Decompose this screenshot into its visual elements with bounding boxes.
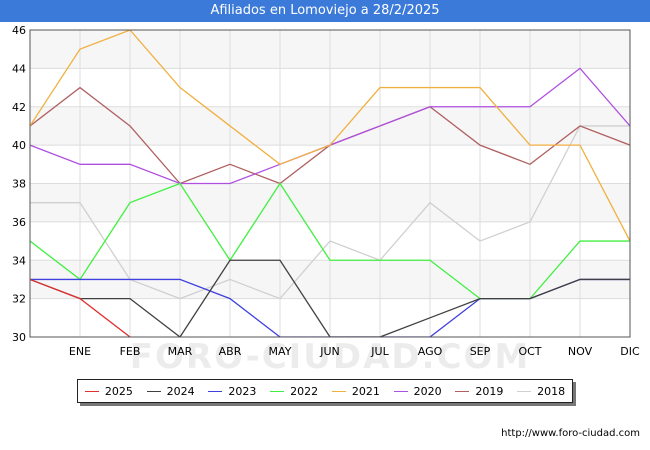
y-tick-label: 38 <box>12 178 26 191</box>
plot-border <box>29 29 631 338</box>
x-tick-label: SEP <box>470 345 491 358</box>
legend-swatch <box>455 390 470 392</box>
y-tick-label: 42 <box>12 101 26 114</box>
legend-label: 2018 <box>537 384 566 398</box>
legend-label: 2024 <box>166 384 195 398</box>
y-tick-label: 44 <box>12 62 26 75</box>
chart-title: Afiliados en Lomoviejo a 28/2/2025 <box>0 0 650 22</box>
x-tick-label: OCT <box>518 345 541 358</box>
legend-swatch <box>331 390 346 392</box>
legend-item-2024: 2024 <box>146 384 195 398</box>
legend-item-2025: 2025 <box>84 384 133 398</box>
legend-swatch <box>84 390 99 392</box>
y-tick-label: 36 <box>12 216 26 229</box>
y-axis-ticks: 30 32 34 36 38 40 42 44 46 <box>12 24 26 344</box>
x-tick-label: ABR <box>219 345 242 358</box>
legend-swatch <box>270 390 285 392</box>
legend-swatch <box>517 390 532 392</box>
x-tick-label: AGO <box>418 345 443 358</box>
legend-item-2020: 2020 <box>393 384 442 398</box>
legend-label: 2019 <box>475 384 504 398</box>
source-url: http://www.foro-ciudad.com <box>501 428 640 439</box>
series-lines <box>30 30 630 337</box>
legend-swatch <box>208 390 223 392</box>
series-line-2025 <box>30 278 131 337</box>
x-tick-label: MAR <box>168 345 193 358</box>
x-tick-label: NOV <box>568 345 593 358</box>
y-tick-label: 32 <box>12 293 26 306</box>
x-tick-label: DIC <box>620 345 640 358</box>
y-tick-label: 30 <box>12 331 26 344</box>
legend-item-2019: 2019 <box>455 385 503 398</box>
legend-label: 2021 <box>351 384 380 398</box>
legend-item-2022: 2022 <box>270 385 318 398</box>
x-tick-label: JUL <box>370 345 389 358</box>
x-tick-label: ENE <box>69 345 91 358</box>
x-axis-ticks: ENE FEB MAR ABR MAY JUN JUL AGO SEP OCT NOV DIC <box>69 345 640 358</box>
legend-label: 2023 <box>228 384 257 398</box>
y-tick-label: 34 <box>12 254 26 267</box>
legend-label: 2025 <box>104 384 133 398</box>
series-line-2024 <box>30 259 630 337</box>
x-tick-label: JUN <box>319 345 340 358</box>
legend: 2025 2024 2023 2022 2021 2020 2019 2018 <box>77 379 573 403</box>
y-tick-label: 40 <box>12 139 26 152</box>
x-tick-label: MAY <box>269 345 292 358</box>
y-tick-label: 46 <box>12 24 26 37</box>
legend-swatch <box>146 390 161 392</box>
legend-label: 2022 <box>290 384 319 398</box>
legend-item-2021: 2021 <box>331 384 380 398</box>
x-tick-label: FEB <box>120 345 141 358</box>
legend-item-2023: 2023 <box>208 385 256 398</box>
legend-swatch <box>393 390 408 392</box>
series-line-2021 <box>30 30 630 242</box>
legend-item-2018: 2018 <box>517 385 565 398</box>
watermark: FORO-CIUDAD.COM <box>130 337 531 377</box>
legend-label: 2020 <box>413 384 442 398</box>
